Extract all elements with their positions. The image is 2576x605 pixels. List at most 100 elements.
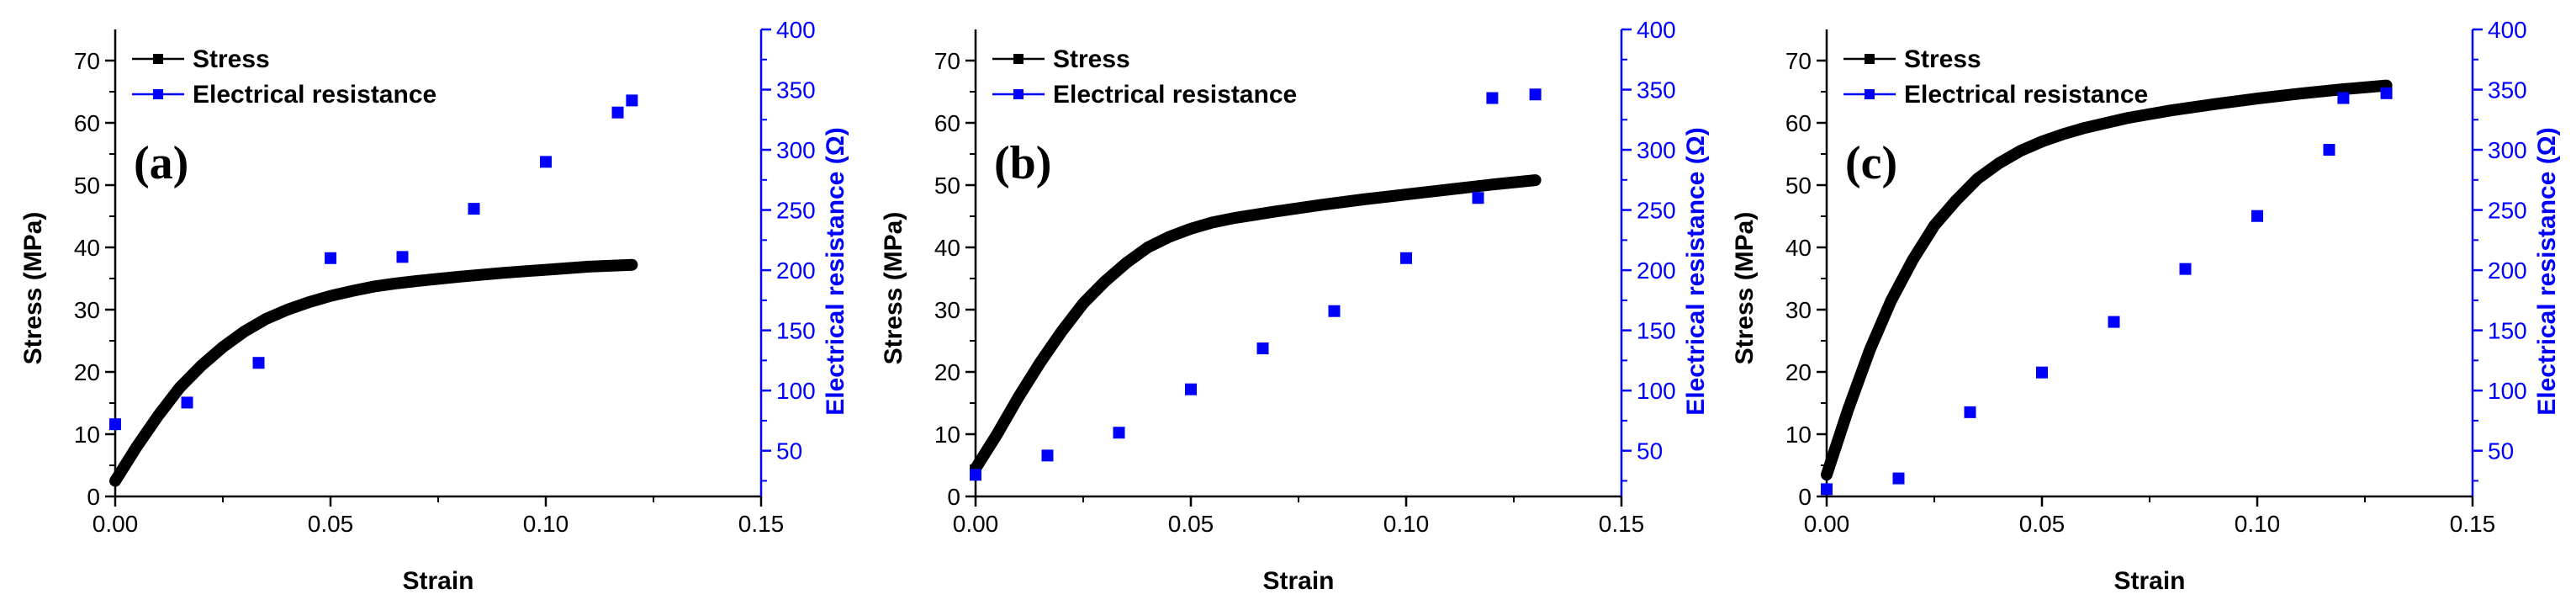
y2-tick-label: 400 [2488, 17, 2527, 43]
y-tick-label: 20 [1785, 359, 1812, 385]
resistance-point [2179, 263, 2191, 275]
panel-label: (c) [1845, 137, 1897, 189]
y2-tick-label: 50 [1637, 438, 1663, 464]
legend-label: Stress [1904, 45, 1981, 73]
y2-tick-label: 300 [2488, 137, 2527, 163]
resistance-point [970, 469, 981, 480]
y2-tick-label: 300 [1637, 137, 1676, 163]
x-tick-label: 0.10 [523, 511, 569, 537]
x-tick-label: 0.00 [1804, 511, 1850, 537]
y2-tick-label: 350 [1637, 77, 1676, 103]
resistance-point [325, 252, 336, 264]
y2-tick-label: 150 [776, 318, 816, 344]
chart-panel-a: 0.00 0.05 0.10 0.15 0 10 20 30 40 50 60 70 50 100 150 2… [19, 17, 849, 595]
legend-label: Stress [193, 45, 270, 73]
resistance-point [1473, 192, 1484, 204]
legend-stress-marker [1865, 54, 1875, 64]
resistance-point [182, 396, 193, 408]
y2-axis-title: Electrical resistance (Ω) [822, 127, 849, 416]
panel-label: (a) [134, 137, 188, 189]
resistance-point [2036, 367, 2048, 379]
y-tick-label: 40 [1785, 235, 1812, 261]
resistance-point [397, 251, 409, 263]
resistance-point [2337, 93, 2349, 104]
y-tick-label: 30 [934, 297, 960, 323]
x-tick-label: 0.00 [93, 511, 139, 537]
legend-stress-marker [153, 54, 163, 64]
x-tick-label: 0.10 [2235, 511, 2281, 537]
y2-tick-label: 300 [776, 137, 816, 163]
y-tick-label: 70 [1785, 48, 1812, 74]
legend-resistance-marker [1865, 89, 1875, 99]
legend-resistance-marker [1013, 89, 1024, 99]
resistance-point [1530, 88, 1542, 100]
legend-label: Stress [1053, 45, 1130, 73]
resistance-point [1042, 449, 1054, 461]
y2-tick-label: 400 [1637, 17, 1676, 43]
resistance-point [1893, 473, 1905, 485]
y-axis-title: Stress (MPa) [1731, 212, 1759, 365]
resistance-point [1486, 93, 1498, 104]
y2-tick-label: 250 [1637, 198, 1676, 224]
y2-tick-label: 50 [776, 438, 802, 464]
legend-label: Electrical resistance [1904, 81, 2148, 109]
resistance-point [1328, 305, 1340, 317]
x-tick-label: 0.05 [1168, 511, 1214, 537]
x-tick-label: 0.15 [1599, 511, 1645, 537]
y-tick-label: 40 [74, 235, 100, 261]
x-tick-label: 0.05 [2019, 511, 2066, 537]
y2-axis-title: Electrical resistance (Ω) [1682, 127, 1710, 416]
y2-tick-label: 100 [776, 378, 816, 404]
resistance-point [1964, 406, 1976, 418]
resistance-point [612, 107, 624, 119]
stress-curve [1827, 86, 2387, 475]
x-axis-title: Strain [402, 567, 473, 595]
y2-tick-label: 250 [776, 198, 816, 224]
resistance-point [252, 357, 264, 369]
x-tick-label: 0.05 [308, 511, 354, 537]
resistance-point [1113, 427, 1124, 438]
y-tick-label: 50 [934, 172, 960, 199]
resistance-point [2324, 144, 2335, 156]
y-tick-label: 10 [74, 422, 100, 448]
y2-tick-label: 350 [2488, 77, 2527, 103]
resistance-point [2108, 316, 2120, 328]
figure: 0.00 0.05 0.10 0.15010203040506070501001502… [0, 0, 2576, 605]
y-tick-label: 20 [934, 359, 960, 385]
y-tick-label: 50 [1785, 172, 1812, 199]
y-tick-label: 0 [87, 484, 100, 510]
legend-resistance-marker [153, 89, 163, 99]
resistance-point [109, 418, 121, 430]
chart-panel-b: 0.00 0.05 0.10 0.15 0 10 20 30 40 50 60 70 50 100 150 2… [880, 17, 1710, 595]
x-tick-label: 0.00 [953, 511, 999, 537]
stress-curve [115, 265, 632, 481]
y-tick-label: 0 [947, 484, 960, 510]
y2-axis-title: Electrical resistance (Ω) [2533, 127, 2561, 416]
y2-tick-label: 100 [2488, 378, 2527, 404]
y2-tick-label: 150 [2488, 318, 2527, 344]
y-tick-label: 30 [1785, 297, 1812, 323]
y2-tick-label: 200 [1637, 257, 1676, 284]
y-tick-label: 20 [74, 359, 100, 385]
x-tick-label: 0.15 [2450, 511, 2496, 537]
x-tick-label: 0.15 [738, 511, 785, 537]
y-tick-label: 0 [1798, 484, 1812, 510]
y-tick-label: 70 [74, 48, 100, 74]
stress-curve [976, 180, 1536, 469]
resistance-point [2251, 210, 2263, 222]
y-axis-title: Stress (MPa) [880, 212, 907, 365]
x-axis-title: Strain [2113, 567, 2185, 595]
y-tick-label: 10 [934, 422, 960, 448]
y-tick-label: 30 [74, 297, 100, 323]
y-tick-label: 60 [74, 110, 100, 136]
y-tick-label: 60 [934, 110, 960, 136]
panel-label: (b) [994, 137, 1051, 189]
y2-tick-label: 350 [776, 77, 816, 103]
resistance-point [1185, 384, 1197, 395]
resistance-point [626, 94, 637, 106]
chart-panel-c: 0.00 0.05 0.10 0.15 0 10 20 30 40 50 60 70 50 100 150 2… [1731, 17, 2561, 595]
y-tick-label: 10 [1785, 422, 1812, 448]
resistance-point [2381, 88, 2393, 99]
y2-tick-label: 250 [2488, 198, 2527, 224]
x-axis-title: Strain [1262, 567, 1334, 595]
